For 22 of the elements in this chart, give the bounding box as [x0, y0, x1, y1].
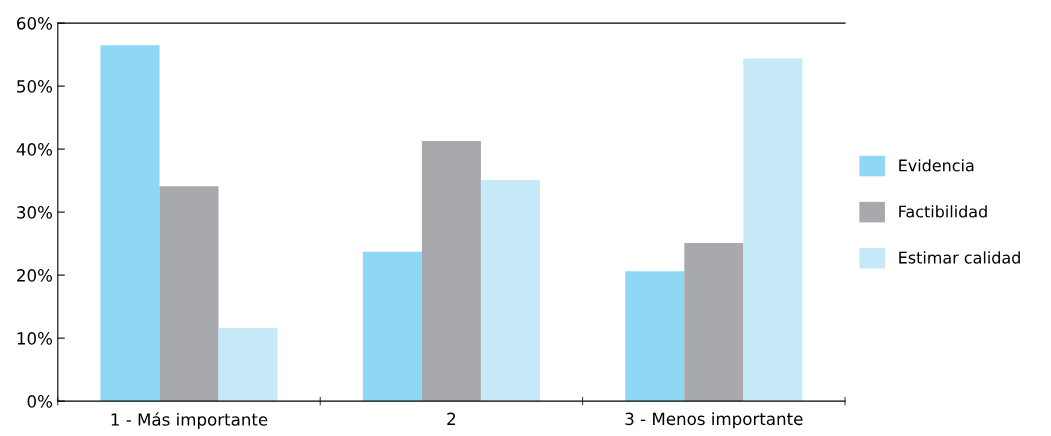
- y-tick-label: 60%: [17, 17, 53, 30]
- y-tick-label: 50%: [17, 80, 53, 93]
- bar: [684, 242, 744, 402]
- y-tick-label: 10%: [17, 332, 53, 345]
- legend-label: Evidencia: [899, 159, 974, 172]
- y-tick-label: 40%: [16, 143, 53, 156]
- legend-label: Factibilidad: [899, 205, 987, 218]
- bar: [100, 45, 160, 402]
- y-tick-label: 30%: [17, 206, 53, 219]
- legend-label: Estimar calidad: [899, 251, 1020, 264]
- x-tick-label: 3 - Menos importante: [625, 412, 803, 429]
- bar: [159, 186, 219, 402]
- bar: [218, 328, 278, 402]
- bar: [421, 140, 481, 402]
- bar: [743, 58, 803, 402]
- x-tick-label: 1 - Más importante: [111, 412, 268, 430]
- bar: [480, 179, 540, 402]
- bar: [625, 271, 685, 402]
- x-tick-label: 2: [447, 412, 456, 425]
- y-tick-label: 20%: [17, 269, 53, 282]
- bar: [362, 251, 422, 402]
- y-tick-label: 0%: [27, 395, 53, 408]
